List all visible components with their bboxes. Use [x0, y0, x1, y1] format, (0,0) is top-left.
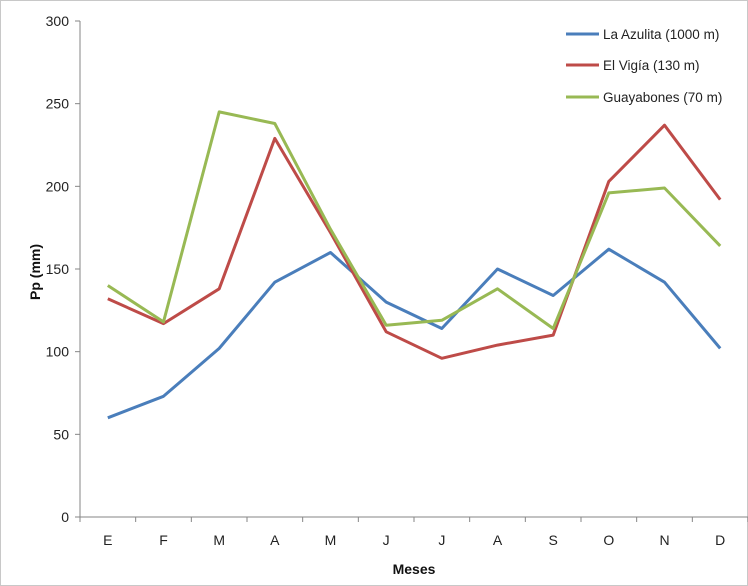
legend-item-el-vigia: El Vigía (130 m) [566, 58, 700, 73]
y-tick-label: 250 [46, 96, 70, 112]
legend-label-el-vigia: El Vigía (130 m) [603, 58, 700, 73]
x-tick-label: A [493, 532, 503, 548]
series-line-2 [106, 110, 722, 330]
chart-legend: La Azulita (1000 m) El Vigía (130 m) Gua… [566, 27, 722, 105]
x-tick-label: A [270, 532, 280, 548]
y-axis-title: Pp (mm) [27, 244, 43, 300]
y-tick-label: 0 [61, 509, 69, 525]
x-tick-label: N [659, 532, 669, 548]
legend-item-la-azulita: La Azulita (1000 m) [566, 27, 719, 42]
y-axis-ticks: 0 50 100 150 200 250 300 [46, 13, 80, 525]
x-tick-label: S [548, 532, 557, 548]
legend-label-la-azulita: La Azulita (1000 m) [603, 27, 719, 42]
series-layer [106, 110, 722, 420]
x-tick-label: E [103, 532, 112, 548]
x-tick-label: M [325, 532, 337, 548]
y-tick-label: 300 [46, 13, 70, 29]
series-line-0 [107, 247, 722, 420]
y-tick-label: 50 [53, 426, 69, 442]
x-tick-label: J [383, 532, 390, 548]
legend-label-guayabones: Guayabones (70 m) [603, 90, 722, 105]
legend-item-guayabones: Guayabones (70 m) [566, 90, 722, 105]
x-tick-label: O [603, 532, 614, 548]
x-tick-label: M [213, 532, 225, 548]
x-tick-label: D [715, 532, 725, 548]
x-axis-title: Meses [393, 561, 436, 577]
x-tick-label: F [159, 532, 168, 548]
x-tick-label: J [438, 532, 445, 548]
y-tick-label: 200 [46, 178, 70, 194]
series-line-1 [107, 123, 722, 360]
y-tick-label: 100 [46, 344, 70, 360]
y-tick-label: 150 [46, 261, 70, 277]
